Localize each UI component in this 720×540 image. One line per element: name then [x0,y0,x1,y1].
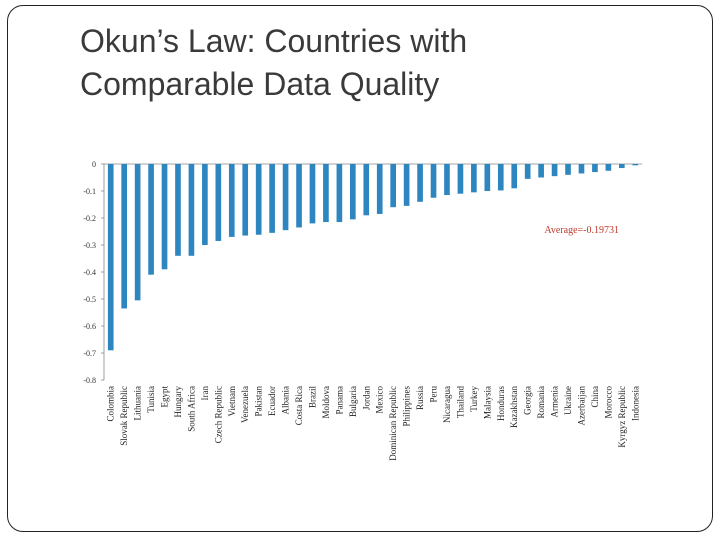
bar [350,164,356,220]
bar [632,164,639,166]
bar [430,164,437,198]
category-label: China [590,386,600,408]
bar [269,164,275,233]
bar [121,164,127,309]
category-label: Colombia [106,386,116,422]
category-label: Turkey [469,386,479,412]
category-label: Jordan [361,386,371,410]
category-label: Russia [415,386,425,410]
slide-title: Okun’s Law: Countries with Comparable Da… [80,20,640,106]
bar [524,164,531,179]
category-label: Kazakhstan [509,386,519,428]
bar [309,164,316,224]
bar [471,164,477,193]
bar [390,164,396,208]
category-label: South Africa [186,386,196,432]
category-label: Morocco [603,386,613,419]
bar [417,164,423,202]
bar [619,164,625,169]
category-label: Honduras [496,386,506,421]
category-label: Philippines [402,386,412,427]
bar [175,164,181,256]
bar [376,164,383,214]
bar [497,164,504,191]
category-label: Georgia [523,386,533,415]
category-label: Moldova [321,386,331,419]
category-label: Brazil [307,386,317,408]
category-label: Hungary [173,386,183,418]
category-label: Czech Republic [213,386,223,443]
bar [551,164,558,177]
y-tick-label: 0 [92,160,96,169]
bar [161,164,168,270]
y-tick-label: -0.8 [83,376,96,385]
category-label: Romania [536,386,546,419]
category-label: Nicaragua [442,386,452,423]
category-label: Peru [429,386,439,403]
slide-title-line-2: Comparable Data Quality [80,66,440,102]
bar [255,164,262,235]
bar [592,164,598,173]
bar [282,164,289,231]
category-label: Tunisia [146,386,156,413]
category-label: Mexico [375,386,385,414]
bar [202,164,208,245]
category-label: Panama [334,386,344,415]
category-label: Armenia [550,386,560,418]
category-label: Dominican Republic [388,386,398,461]
category-label: Malaysia [482,386,492,419]
category-label: Ecuador [267,386,277,416]
y-tick-label: -0.6 [83,322,96,331]
category-label: Slovak Republic [119,386,129,446]
bar [188,164,195,256]
category-label: Egypt [160,386,170,408]
bar [134,164,141,301]
bar [578,164,585,174]
bar [565,164,571,175]
bar [215,164,222,241]
bar [457,164,464,194]
bar [484,164,491,191]
category-label: Albania [281,386,291,415]
bar [403,164,410,206]
bar [363,164,370,216]
category-label: Costa Rica [294,386,304,425]
bar [605,164,612,171]
slide-title-line-1: Okun’s Law: Countries with [80,23,468,59]
bar [296,164,302,228]
bar [107,164,114,351]
category-label: Kyrgyz Republic [617,386,627,448]
bar [148,164,154,275]
category-label: Bulgaria [348,386,358,417]
bar [336,164,343,223]
category-label: Ukraine [563,386,573,415]
bar [242,164,249,236]
average-annotation: Average=-0.19731 [544,225,619,236]
category-label: Pakistan [254,386,264,417]
category-label: Iran [200,386,210,401]
bar [444,164,450,196]
category-label: Lithuania [133,386,143,421]
y-tick-label: -0.1 [83,187,96,196]
y-tick-label: -0.3 [83,241,96,250]
y-tick-label: -0.7 [83,349,96,358]
slide-frame [7,5,713,532]
y-tick-label: -0.4 [83,268,96,277]
bar [538,164,544,178]
category-label: Vietnam [227,386,237,416]
y-tick-label: -0.5 [83,295,96,304]
bar [323,164,329,223]
bar [511,164,518,189]
category-label: Indonesia [630,386,640,421]
bar [228,164,235,237]
category-label: Azerbaijan [576,386,586,426]
category-label: Thailand [455,386,465,418]
category-label: Venezuela [240,386,250,423]
y-tick-label: -0.2 [83,214,96,223]
